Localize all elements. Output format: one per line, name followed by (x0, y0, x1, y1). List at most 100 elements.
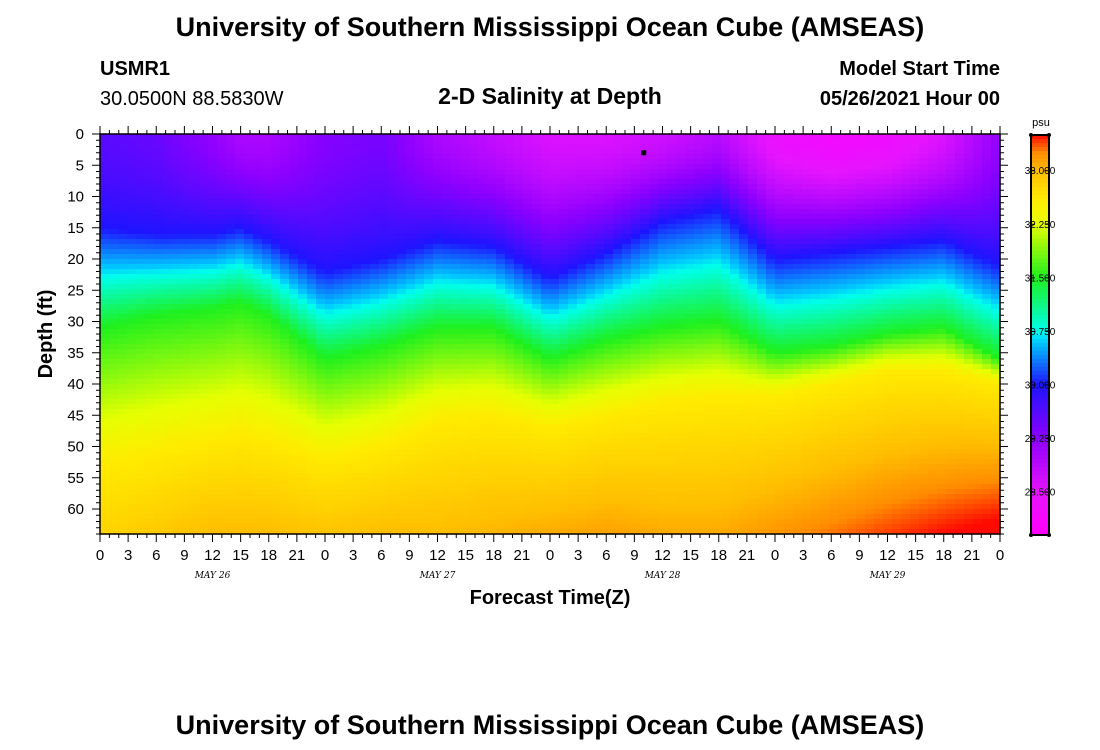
heatmap-cell (604, 454, 614, 460)
heatmap-cell (325, 499, 335, 505)
heatmap-cell (235, 509, 245, 515)
heatmap-cell (181, 314, 191, 320)
heatmap-cell (361, 414, 371, 420)
heatmap-cell (154, 439, 164, 445)
heatmap-cell (343, 454, 353, 460)
heatmap-cell (352, 519, 362, 525)
heatmap-cell (172, 394, 182, 400)
heatmap-cell (595, 309, 605, 315)
heatmap-cell (109, 259, 119, 265)
heatmap-cell (226, 389, 236, 395)
heatmap-cell (253, 174, 263, 180)
heatmap-cell (154, 264, 164, 270)
heatmap-cell (379, 364, 389, 370)
heatmap-cell (451, 424, 461, 430)
heatmap-cell (226, 239, 236, 245)
heatmap-cell (604, 144, 614, 150)
heatmap-cell (577, 509, 587, 515)
heatmap-cell (622, 479, 632, 485)
heatmap-cell (406, 164, 416, 170)
heatmap-cell (136, 399, 146, 405)
heatmap-cell (631, 369, 641, 375)
heatmap-cell (289, 469, 299, 475)
heatmap-cell (613, 314, 623, 320)
heatmap-cell (613, 239, 623, 245)
heatmap-cell (379, 489, 389, 495)
heatmap-cell (478, 444, 488, 450)
heatmap-cell (181, 389, 191, 395)
heatmap-cell (649, 179, 659, 185)
heatmap-cell (172, 499, 182, 505)
heatmap-cell (532, 294, 542, 300)
heatmap-cell (613, 214, 623, 220)
heatmap-cell (118, 284, 128, 290)
heatmap-cell (244, 184, 254, 190)
heatmap-cell (217, 249, 227, 255)
heatmap-cell (271, 454, 281, 460)
heatmap-cell (595, 159, 605, 165)
heatmap-cell (379, 349, 389, 355)
heatmap-cell (388, 194, 398, 200)
heatmap-cell (415, 284, 425, 290)
heatmap-cell (487, 399, 497, 405)
heatmap-cell (316, 139, 326, 145)
heatmap-cell (406, 149, 416, 155)
heatmap-cell (469, 224, 479, 230)
heatmap-cell (478, 429, 488, 435)
heatmap-cell (361, 344, 371, 350)
heatmap-cell (289, 164, 299, 170)
heatmap-cell (370, 299, 380, 305)
heatmap-cell (217, 239, 227, 245)
heatmap-cell (658, 139, 668, 145)
heatmap-cell (532, 199, 542, 205)
heatmap-cell (478, 474, 488, 480)
heatmap-cell (307, 499, 317, 505)
heatmap-cell (370, 364, 380, 370)
heatmap-cell (658, 229, 668, 235)
heatmap-cell (100, 394, 110, 400)
heatmap-cell (577, 194, 587, 200)
heatmap-cell (424, 424, 434, 430)
heatmap-cell (604, 154, 614, 160)
heatmap-cell (370, 454, 380, 460)
heatmap-cell (127, 489, 137, 495)
heatmap-cell (181, 154, 191, 160)
heatmap-cell (487, 264, 497, 270)
heatmap-cell (253, 459, 263, 465)
heatmap-cell (343, 484, 353, 490)
heatmap-cell (496, 359, 506, 365)
heatmap-cell (316, 504, 326, 510)
heatmap-cell (118, 379, 128, 385)
heatmap-cell (190, 214, 200, 220)
heatmap-cell (523, 369, 533, 375)
heatmap-cell (487, 199, 497, 205)
heatmap-cell (136, 529, 146, 535)
heatmap-cell (109, 304, 119, 310)
heatmap-cell (154, 239, 164, 245)
heatmap-cell (469, 234, 479, 240)
heatmap-cell (577, 174, 587, 180)
heatmap-cell (532, 319, 542, 325)
heatmap-cell (478, 249, 488, 255)
heatmap-cell (136, 229, 146, 235)
heatmap-cell (307, 169, 317, 175)
heatmap-cell (523, 454, 533, 460)
heatmap-cell (190, 469, 200, 475)
heatmap-cell (649, 479, 659, 485)
heatmap-cell (109, 414, 119, 420)
heatmap-cell (568, 319, 578, 325)
heatmap-cell (244, 259, 254, 265)
heatmap-cell (163, 314, 173, 320)
heatmap-cell (541, 444, 551, 450)
heatmap-cell (631, 484, 641, 490)
heatmap-cell (379, 294, 389, 300)
heatmap-cell (334, 524, 344, 530)
heatmap-cell (100, 429, 110, 435)
heatmap-cell (253, 434, 263, 440)
heatmap-cell (334, 354, 344, 360)
heatmap-cell (118, 404, 128, 410)
heatmap-cell (181, 239, 191, 245)
heatmap-cell (298, 269, 308, 275)
heatmap-cell (604, 209, 614, 215)
heatmap-cell (505, 379, 515, 385)
